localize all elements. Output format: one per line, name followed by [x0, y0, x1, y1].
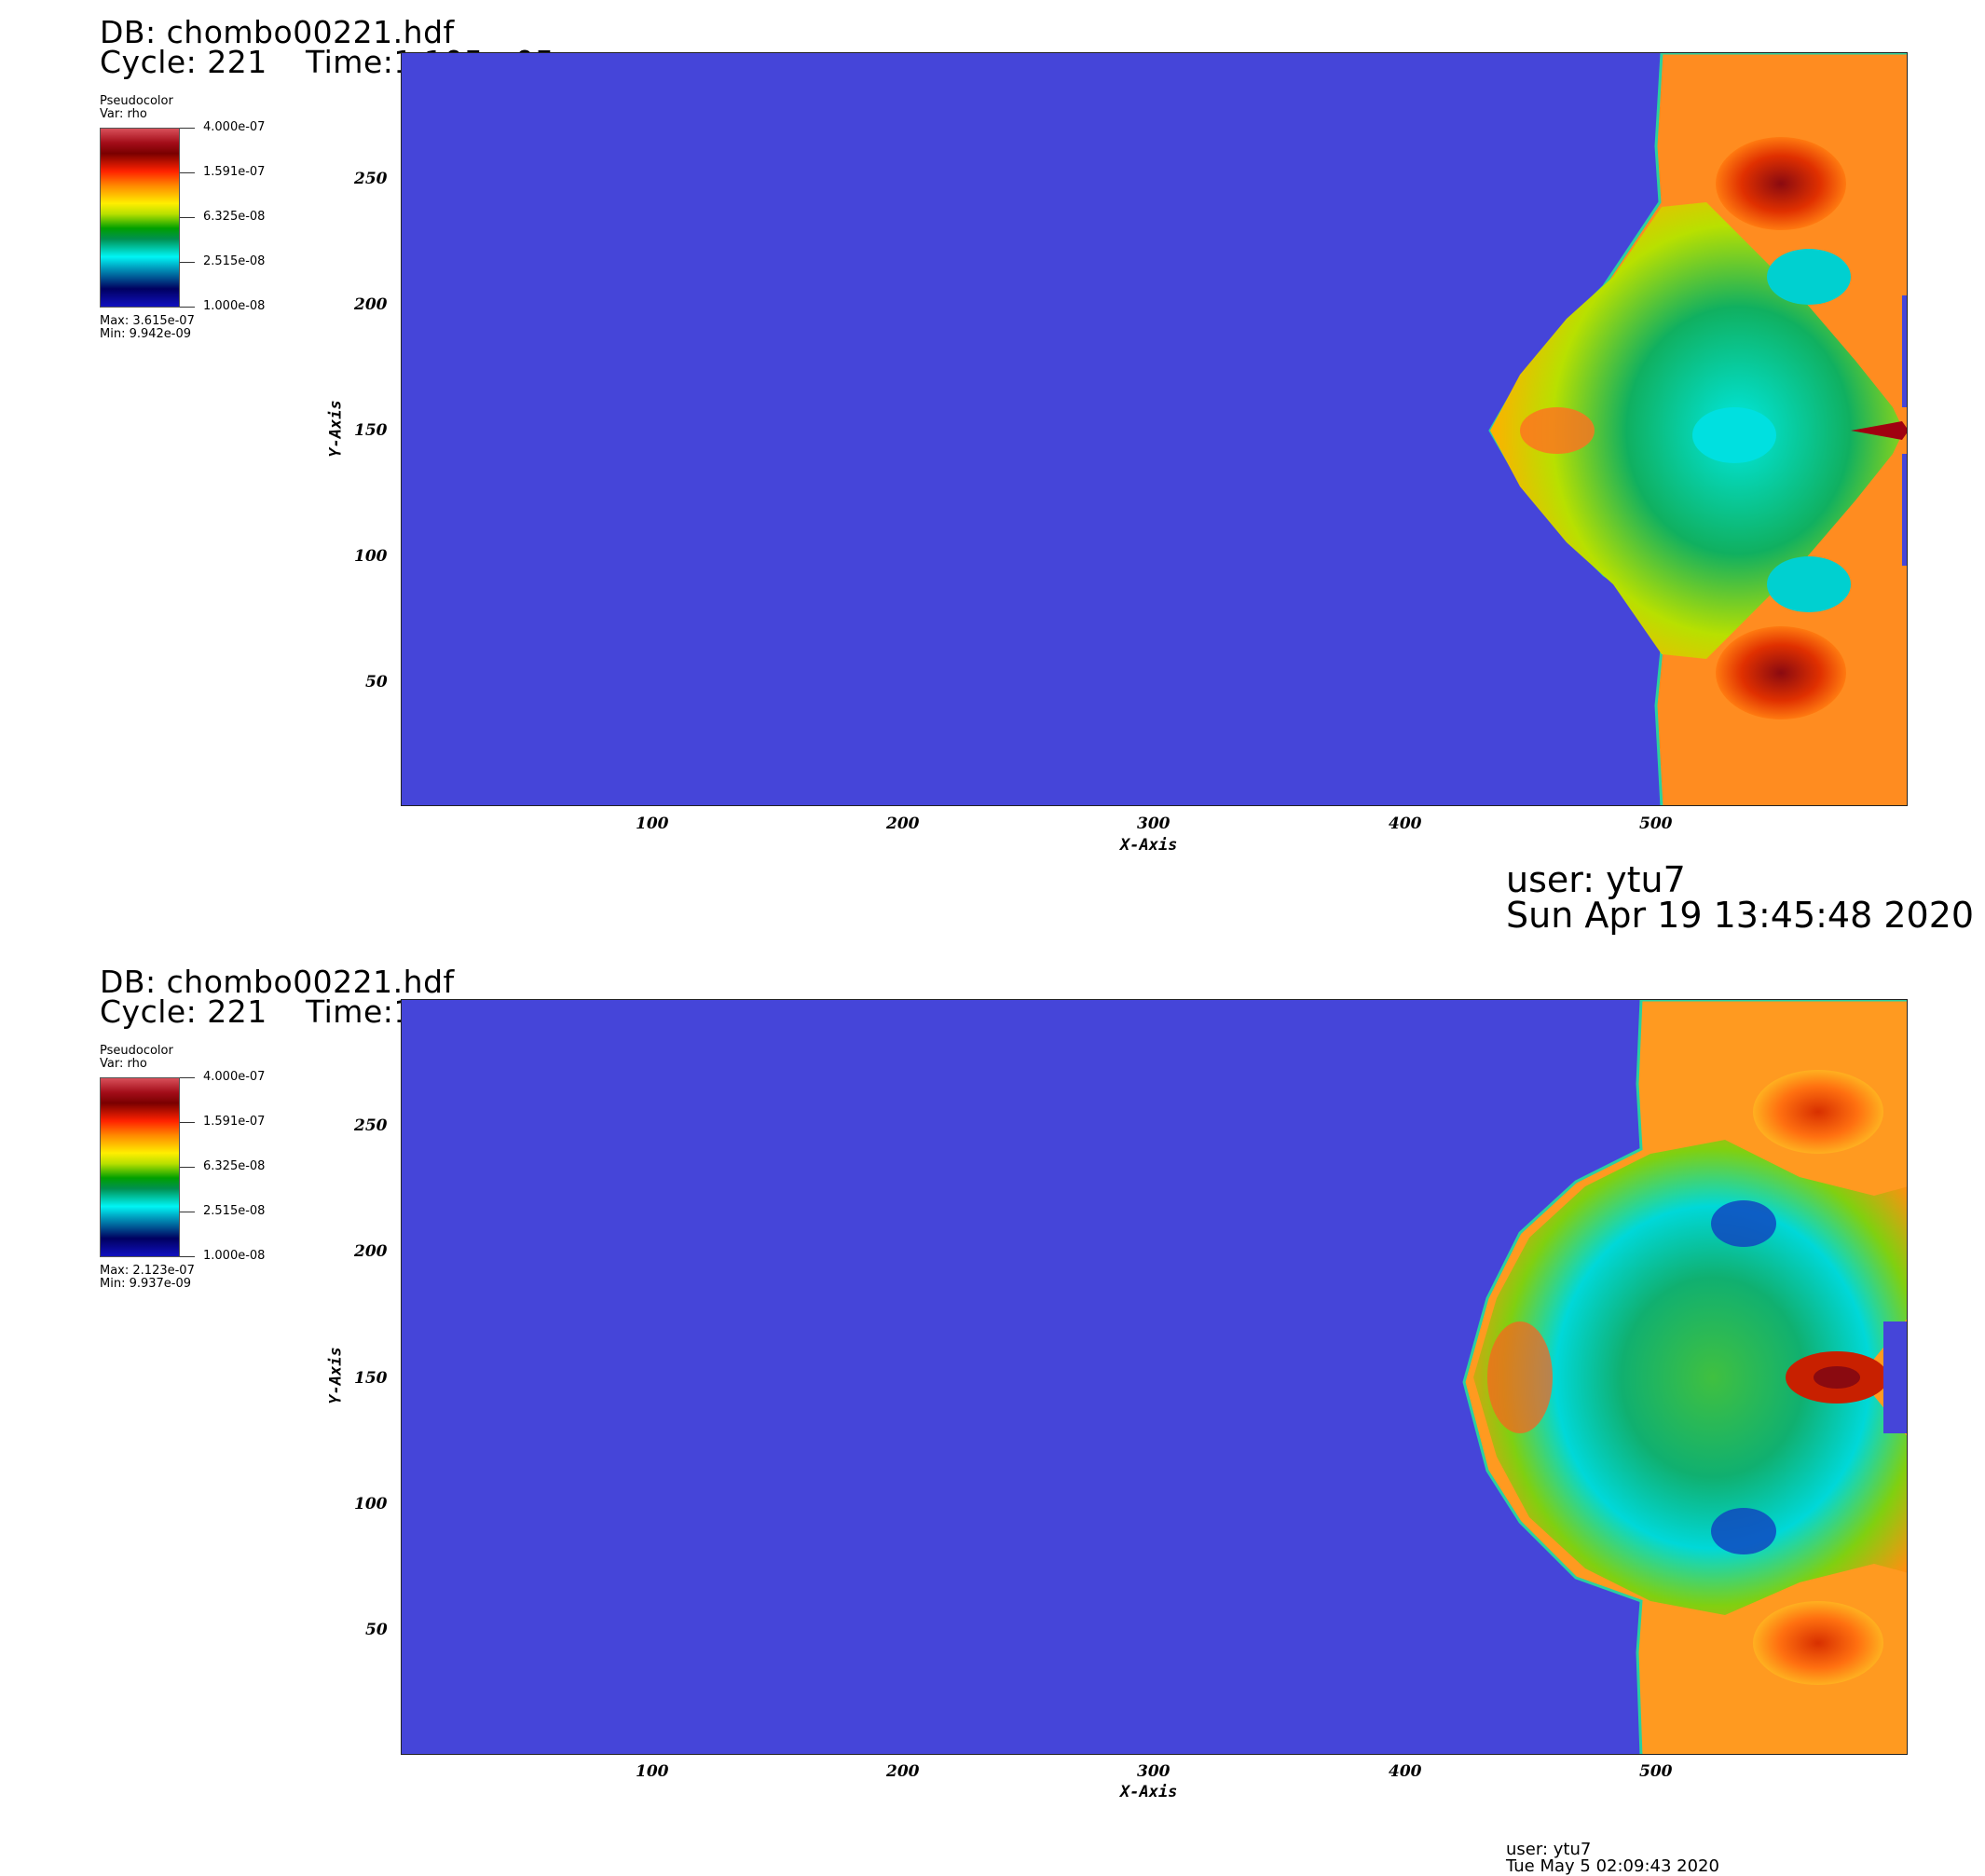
- colorbar-tick: [180, 1122, 195, 1123]
- x-tick-label: 100: [636, 815, 669, 833]
- colorbar-label: 6.325e-08: [203, 210, 266, 224]
- density-field-image: [1462, 1000, 1907, 1754]
- legend-var: Var: rho: [100, 1057, 147, 1071]
- x-tick-label: 400: [1389, 1762, 1422, 1781]
- colorbar-label: 1.591e-07: [203, 1115, 266, 1129]
- x-tick-label: 300: [1137, 815, 1170, 833]
- y-tick-label: 200: [354, 1242, 388, 1261]
- legend-plot-type: Pseudocolor: [100, 94, 173, 108]
- legend-plot-type: Pseudocolor: [100, 1044, 173, 1058]
- user-label: user: ytu7: [1506, 859, 1686, 900]
- x-tick-label: 200: [886, 815, 920, 833]
- y-axis-title: Y-Axis: [326, 1347, 346, 1404]
- x-tick-label: 100: [636, 1762, 669, 1781]
- colorbar-tick: [180, 262, 195, 263]
- colorbar-label: 1.591e-07: [203, 165, 266, 179]
- colorbar-label: 2.515e-08: [203, 254, 266, 268]
- colorbar-tick: [180, 1077, 195, 1078]
- y-tick-label: 100: [354, 1495, 388, 1513]
- x-tick-label: 500: [1639, 815, 1673, 833]
- x-tick-label: 300: [1137, 1762, 1170, 1781]
- colorbar-label: 1.000e-08: [203, 299, 266, 313]
- date-label: Tue May 5 02:09:43 2020: [1506, 1856, 1719, 1876]
- y-tick-label: 150: [354, 1369, 388, 1388]
- legend-min: Min: 9.937e-09: [100, 1277, 192, 1291]
- colorbar: [100, 128, 180, 308]
- colorbar-tick: [180, 1256, 195, 1257]
- colorbar-label: 4.000e-07: [203, 1070, 266, 1084]
- colorbar-tick: [180, 172, 195, 173]
- legend-max: Max: 3.615e-07: [100, 314, 195, 328]
- x-tick-label: 200: [886, 1762, 920, 1781]
- x-tick-label: 400: [1389, 815, 1422, 833]
- x-axis-title: X-Axis: [1120, 1783, 1178, 1801]
- pseudocolor-plot: [401, 999, 1908, 1755]
- colorbar-label: 6.325e-08: [203, 1159, 266, 1173]
- colorbar-tick: [180, 307, 195, 308]
- date-label: Sun Apr 19 13:45:48 2020: [1506, 895, 1975, 936]
- x-axis-title: X-Axis: [1120, 836, 1178, 855]
- y-tick-label: 200: [354, 295, 388, 314]
- colorbar-label: 4.000e-07: [203, 120, 266, 134]
- y-tick-label: 50: [365, 1621, 388, 1639]
- colorbar-tick: [180, 128, 195, 129]
- y-tick-label: 100: [354, 547, 388, 566]
- user-label: user: ytu7: [1506, 1840, 1592, 1859]
- y-tick-label: 250: [354, 170, 388, 188]
- density-field-image: [1488, 53, 1907, 805]
- colorbar: [100, 1077, 180, 1257]
- y-tick-label: 250: [354, 1116, 388, 1135]
- colorbar-tick: [180, 1167, 195, 1168]
- y-axis-title: Y-Axis: [326, 400, 346, 458]
- colorbar-label: 2.515e-08: [203, 1204, 266, 1218]
- legend-max: Max: 2.123e-07: [100, 1264, 195, 1278]
- legend-min: Min: 9.942e-09: [100, 327, 192, 341]
- cycle-label: Cycle: 221: [100, 44, 267, 80]
- pseudocolor-plot: [401, 52, 1908, 806]
- cycle-label: Cycle: 221: [100, 993, 267, 1030]
- y-tick-label: 150: [354, 421, 388, 440]
- db-label: DB: chombo00221.hdf: [100, 964, 455, 1000]
- legend-var: Var: rho: [100, 107, 147, 121]
- colorbar-tick: [180, 217, 195, 218]
- colorbar-label: 1.000e-08: [203, 1249, 266, 1263]
- y-tick-label: 50: [365, 673, 388, 692]
- db-label: DB: chombo00221.hdf: [100, 14, 455, 50]
- x-tick-label: 500: [1639, 1762, 1673, 1781]
